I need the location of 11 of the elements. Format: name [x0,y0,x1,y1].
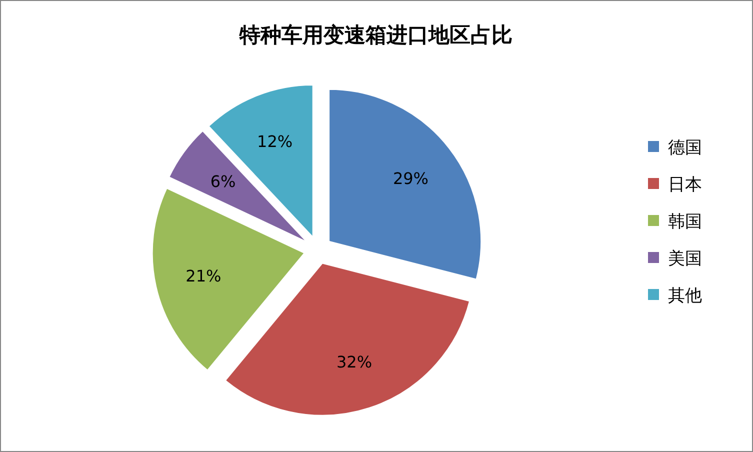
legend-label: 德国 [668,138,702,158]
data-label: 32% [336,352,372,372]
data-label: 12% [257,132,293,151]
legend-label: 韩国 [668,212,702,232]
legend-label: 其他 [668,286,702,306]
legend-label: 日本 [668,175,702,195]
data-label: 29% [392,169,429,188]
legend-label: 美国 [668,249,702,269]
chart-title: 特种车用变速箱进口地区占比 [238,23,512,47]
data-label: 6% [210,172,236,192]
data-label: 21% [186,266,222,286]
